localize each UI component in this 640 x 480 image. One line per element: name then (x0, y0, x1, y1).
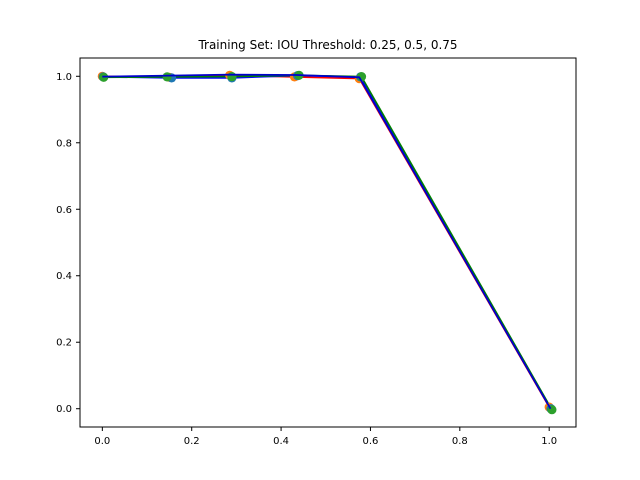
series-3-point (162, 72, 172, 82)
chart-title: Training Set: IOU Threshold: 0.25, 0.5, … (197, 38, 457, 52)
overlay-line (102, 73, 552, 410)
x-tick-label: 0.2 (184, 436, 200, 447)
x-tick-label: 0.6 (362, 436, 378, 447)
axes: 0.0 0.2 0.4 0.6 0.8 1.0 0.0 0.2 0.4 0.6 0.8 1.0 (56, 57, 577, 447)
x-tick-label: 0.8 (452, 436, 468, 447)
x-tick-label: 0.0 (94, 436, 110, 447)
y-tick-label: 0.8 (56, 138, 72, 149)
series-line-3 (103, 74, 553, 411)
y-tick-label: 0.0 (56, 404, 72, 415)
y-tick-label: 0.2 (56, 338, 72, 349)
series-group (97, 70, 557, 415)
y-tick-label: 0.6 (56, 205, 72, 216)
axes-frame (79, 57, 577, 428)
series-3-point (227, 72, 237, 82)
x-tick-label: 0.4 (273, 436, 289, 447)
x-tick-label: 1.0 (541, 436, 557, 447)
y-tick-label: 0.4 (56, 271, 72, 282)
plot-area (97, 70, 557, 415)
y-tick-label: 1.0 (56, 72, 72, 83)
